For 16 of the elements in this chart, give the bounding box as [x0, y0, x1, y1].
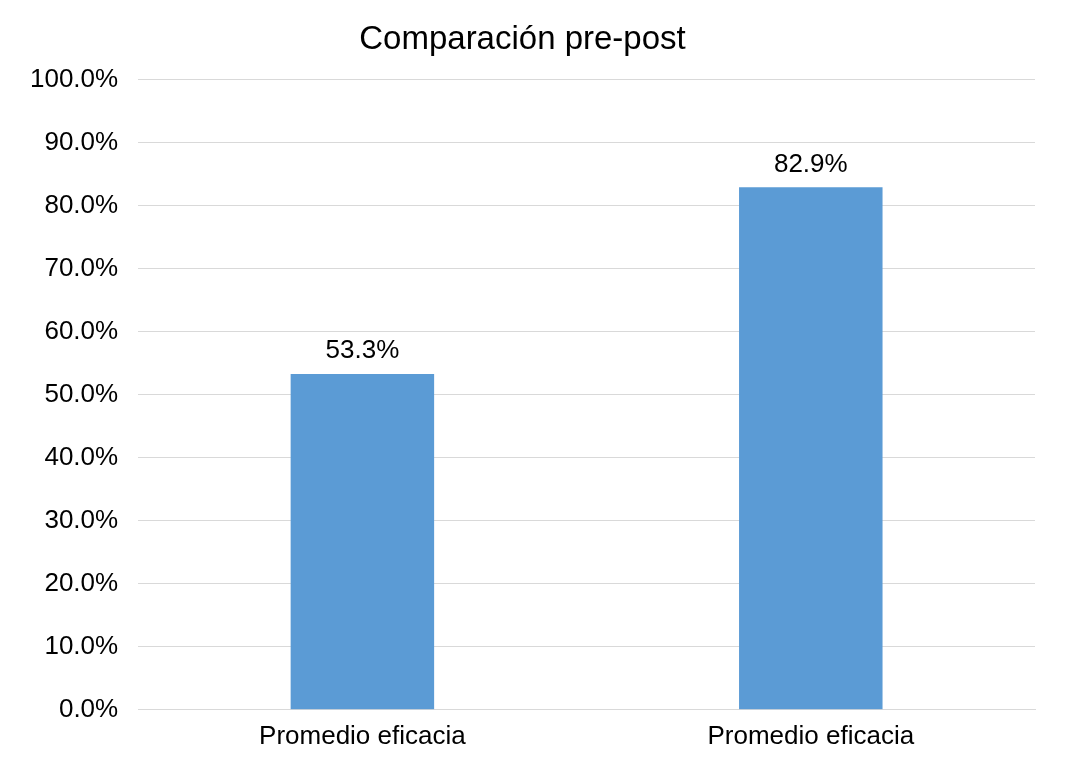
y-tick-label: 10.0%	[44, 629, 119, 660]
y-tick-label: 50.0%	[44, 377, 119, 408]
y-tick-label: 90.0%	[44, 125, 119, 156]
y-tick-label: 0.0%	[58, 692, 119, 723]
y-tick-label: 40.0%	[44, 440, 119, 471]
y-tick-label: 30.0%	[44, 503, 119, 534]
data-label: 53.3%	[325, 334, 400, 365]
x-tick-label: Promedio eficacia	[707, 719, 915, 750]
data-label: 82.9%	[773, 147, 848, 178]
y-tick-label: 60.0%	[44, 314, 119, 345]
y-tick-label: 80.0%	[44, 188, 119, 219]
x-tick-label: Promedio eficacia	[259, 719, 467, 750]
y-tick-label: 100.0%	[29, 62, 119, 93]
y-tick-label: 70.0%	[44, 251, 119, 282]
chart-title: Comparación pre-post	[359, 18, 686, 56]
y-tick-label: 20.0%	[44, 566, 119, 597]
